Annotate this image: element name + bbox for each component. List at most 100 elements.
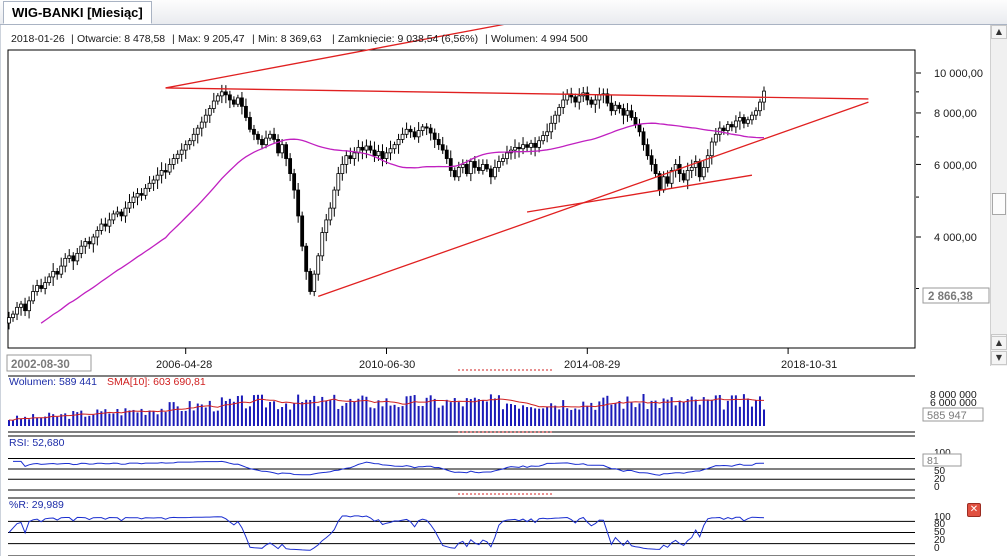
volume-bar <box>718 394 721 426</box>
candle-bull <box>404 128 409 135</box>
volume-bar <box>12 420 15 426</box>
volume-bar <box>361 395 364 426</box>
volume-bar <box>433 398 436 426</box>
candle-bull <box>613 104 618 112</box>
volume-bar <box>469 399 472 426</box>
candle-bear <box>292 173 297 191</box>
volume-bar <box>148 410 151 426</box>
info-date: 2018-01-26 <box>11 33 65 45</box>
volume-bar <box>654 400 657 426</box>
volume-bar <box>136 412 139 426</box>
candle-bull <box>384 152 389 159</box>
candle-bull <box>187 140 192 146</box>
scroll-up-icon[interactable]: ▲ <box>991 336 1007 350</box>
candle-bear <box>641 131 646 146</box>
candle-bull <box>396 139 401 146</box>
last-price-box <box>922 287 990 304</box>
candle-bull <box>75 252 80 262</box>
candle-bull <box>159 170 164 176</box>
candle-bear <box>617 104 622 109</box>
candle-bull <box>364 145 369 151</box>
scroll-down-icon[interactable]: ▼ <box>991 351 1007 365</box>
volume-bar <box>92 414 95 426</box>
candle-bull <box>167 164 172 173</box>
volume-bar <box>349 398 352 426</box>
volume-bar <box>252 395 255 426</box>
volume-bar <box>100 411 103 426</box>
volume-bar <box>204 407 207 426</box>
candle-bear <box>288 158 293 175</box>
volume-bar <box>518 408 521 426</box>
volume-bar <box>285 403 288 426</box>
candle-bull <box>400 133 405 140</box>
info-sep: | <box>172 33 175 45</box>
candle-bear <box>637 124 642 133</box>
volume-bar <box>64 413 67 426</box>
volume-bar <box>682 401 685 426</box>
candle-bull <box>336 173 341 191</box>
volume-bar <box>120 415 123 426</box>
candle-bull <box>199 121 204 129</box>
volume-bar <box>52 414 55 426</box>
volume-bar <box>758 396 761 426</box>
candle-bear <box>55 271 60 275</box>
volume-bar <box>200 404 203 426</box>
candle-bull <box>151 179 156 184</box>
scroll-up-icon[interactable]: ▲ <box>991 25 1007 39</box>
candle-bear <box>163 170 168 173</box>
panel-scrollbar[interactable]: ▲ ▼ <box>990 336 1007 366</box>
candle-bear <box>240 97 244 107</box>
candle-bear <box>589 99 594 105</box>
rsi-tick-label: 0 <box>934 482 940 493</box>
volume-label: Wolumen: 589 441 <box>9 376 97 388</box>
volume-bar <box>610 404 613 426</box>
candle-bear <box>621 108 626 116</box>
volume-bar <box>702 397 705 426</box>
price-tick-label: 4 000,00 <box>934 232 977 244</box>
close-panel-icon[interactable]: ✕ <box>967 503 981 517</box>
candle-bull <box>143 187 148 196</box>
volume-bar <box>694 399 697 426</box>
candle-bull <box>468 161 473 175</box>
rsi-tick-label: 20 <box>934 474 946 485</box>
volume-bar <box>377 400 380 426</box>
candle-bear <box>304 245 309 272</box>
volume-bar <box>493 398 496 426</box>
candle-bull <box>219 91 224 97</box>
candle-bull <box>733 120 738 128</box>
volume-bar <box>60 414 63 426</box>
candle-bull <box>268 133 272 139</box>
scroll-thumb[interactable] <box>992 193 1006 215</box>
volume-bar <box>108 413 111 426</box>
volume-bar <box>56 416 59 426</box>
candle-bear <box>23 303 27 312</box>
volume-bar <box>678 400 681 426</box>
candle-bear <box>372 149 377 157</box>
candle-bear <box>256 133 260 140</box>
volume-bar <box>301 402 304 426</box>
volume-bar <box>381 406 384 426</box>
candle-bear <box>284 144 289 159</box>
price-tick-label: 10 000,00 <box>934 68 983 80</box>
volume-bar <box>353 401 356 426</box>
candle-bear <box>484 164 489 170</box>
volume-bar <box>24 416 27 426</box>
price-scrollbar[interactable]: ▲ ▼ <box>990 25 1007 357</box>
chart-tab[interactable]: WIG-BANKI [Miesiąc] <box>3 1 152 24</box>
volume-bar <box>325 400 328 426</box>
volume-bar <box>754 400 757 426</box>
candle-bear <box>368 145 373 151</box>
volume-bar <box>244 408 247 426</box>
volume-bar <box>722 409 725 426</box>
volume-bar <box>321 396 324 426</box>
volume-bar <box>88 415 91 426</box>
candle-bull <box>31 291 35 302</box>
tab-bar: WIG-BANKI [Miesiąc] <box>0 0 1007 25</box>
candle-bull <box>316 255 321 275</box>
candle-bull <box>701 167 706 178</box>
volume-bar <box>473 397 476 426</box>
volume-bar <box>746 398 749 426</box>
volume-bar <box>445 399 448 426</box>
chart-canvas[interactable]: 2018-01-26 | Otwarcie: 8 478,58 | Max: 9… <box>1 25 1007 556</box>
candle-bull <box>207 108 212 116</box>
